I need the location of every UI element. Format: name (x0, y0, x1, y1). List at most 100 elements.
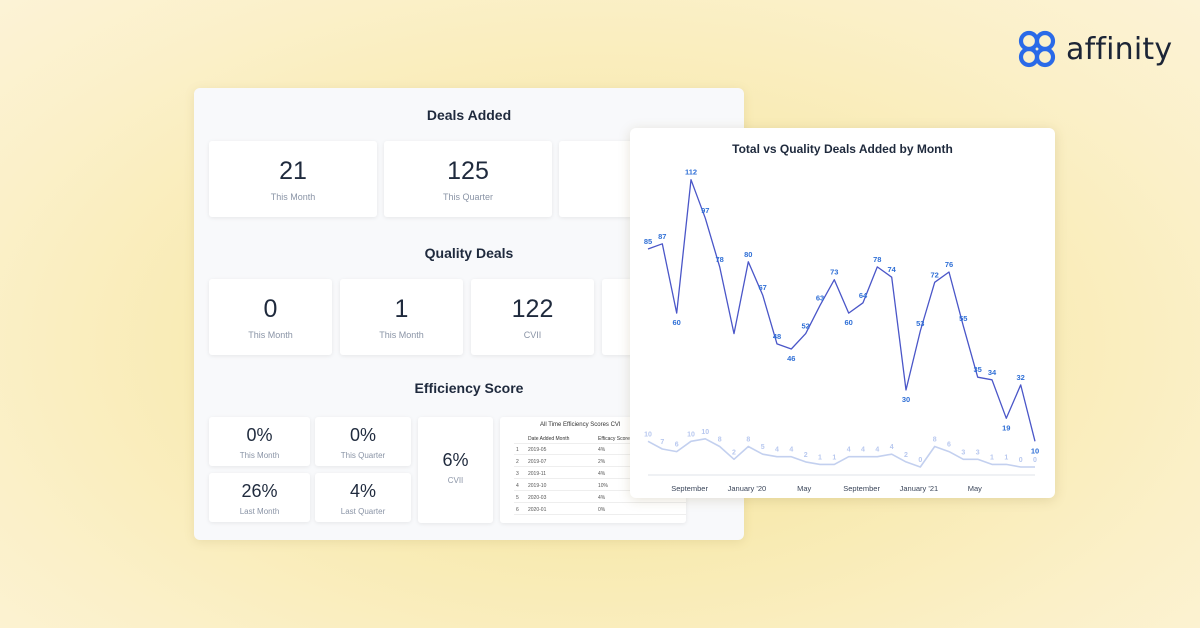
table-cell: 2020-03 (528, 495, 547, 501)
quality-data-label: 8 (933, 437, 937, 444)
total-data-label: 73 (830, 268, 838, 277)
table-cell: 2019-05 (528, 447, 547, 453)
total-data-label: 112 (685, 168, 697, 177)
total-data-label: 10 (1031, 446, 1039, 455)
total-data-label: 60 (845, 318, 853, 327)
table-cell: 2019-07 (528, 459, 547, 465)
quality-data-label: 7 (660, 439, 664, 446)
table-row: 4 2019-10 10% (514, 480, 686, 491)
table-cell: 3 (516, 471, 519, 477)
table-row: 3 2019-11 4% (514, 468, 686, 479)
quality-data-label: 10 (644, 431, 652, 438)
table-row: 2 2019-07 2% (514, 456, 686, 467)
quality-data-label: 3 (976, 449, 980, 456)
total-data-label: 35 (974, 365, 982, 374)
quality-cvii-card[interactable]: 122 CVII (471, 279, 594, 355)
table-cell: 2% (598, 459, 606, 465)
efficiency-this-month-card[interactable]: 0% This Month (209, 417, 310, 466)
table-row: 1 2019-05 4% (514, 444, 686, 455)
x-tick-label: January '20 (728, 484, 767, 493)
x-tick-label: May (797, 484, 811, 493)
deals-this-quarter-card[interactable]: 125 This Quarter (384, 141, 552, 217)
stat-label: This Month (379, 330, 424, 340)
stat-value: 6% (442, 450, 469, 470)
total-data-label: 46 (787, 354, 795, 363)
table-cell: 10% (598, 483, 609, 489)
brand-name: affinity (1066, 31, 1173, 67)
table-title: All Time Efficiency Scores CVI (540, 422, 621, 428)
total-data-label: 87 (658, 232, 666, 241)
stat-label: This Month (270, 192, 316, 202)
total-deals-line (647, 179, 1036, 442)
table-cell: 4% (598, 495, 606, 501)
table-header-cell: Date Added Month (528, 436, 570, 442)
quality-data-label: 1 (818, 454, 822, 461)
efficiency-last-month-card[interactable]: 26% Last Month (209, 473, 310, 522)
quality-data-label: 5 (761, 444, 765, 451)
total-data-label: 78 (873, 255, 881, 264)
quality-data-label: 1 (1004, 454, 1008, 461)
quality-data-label: 4 (875, 447, 879, 454)
stat-value: 122 (511, 295, 554, 323)
quality-data-label: 0 (1019, 457, 1023, 464)
efficiency-last-quarter-card[interactable]: 4% Last Quarter (315, 473, 411, 522)
table-cell: 2019-11 (528, 471, 546, 477)
table-cell: 2019-10 (528, 483, 547, 489)
table-cell: 5 (516, 495, 519, 501)
quality-data-label: 1 (832, 454, 836, 461)
total-data-label: 78 (716, 255, 724, 264)
total-data-label: 34 (988, 368, 997, 377)
total-data-label: 74 (888, 265, 897, 274)
table-row: 5 2020-03 4% (514, 492, 686, 503)
affinity-logo: affinity (1016, 28, 1172, 70)
stat-value: 26% (241, 481, 278, 501)
stat-value: 0% (349, 425, 376, 445)
total-data-label: 97 (701, 206, 709, 215)
stat-value: 0 (263, 295, 278, 323)
quality-data-label: 1 (990, 454, 994, 461)
table-cell: 4% (598, 471, 606, 477)
stat-value: 21 (279, 157, 307, 185)
total-data-label: 76 (945, 260, 953, 269)
total-data-label: 32 (1017, 373, 1025, 382)
quality-data-label: 8 (746, 437, 750, 444)
efficiency-score-title: Efficiency Score (414, 380, 524, 396)
table-cell: 2020-01 (528, 507, 547, 513)
table-cell: 4 (516, 483, 519, 489)
total-data-label: 63 (816, 293, 824, 302)
quality-this-month-card[interactable]: 0 This Month (209, 279, 332, 355)
stat-label: This Quarter (442, 192, 493, 202)
stat-value: 125 (447, 157, 489, 185)
x-tick-label: September (671, 484, 708, 493)
quality-data-label: 2 (904, 452, 908, 459)
table-header-cell: Efficacy Score (598, 436, 630, 442)
deals-this-month-card[interactable]: 21 This Month (209, 141, 377, 217)
affinity-logo-icon (1018, 30, 1056, 68)
total-data-label: 30 (902, 395, 910, 404)
table-cell: 1 (516, 447, 519, 453)
quality-data-label: 8 (718, 437, 722, 444)
efficiency-cvii-card[interactable]: 6% CVII (418, 417, 493, 523)
stat-value: 4% (349, 481, 376, 501)
total-data-label: 52 (802, 322, 810, 331)
stat-label: This Month (248, 330, 293, 340)
total-data-label: 67 (759, 283, 767, 292)
total-data-label: 80 (744, 250, 752, 259)
deals-added-title: Deals Added (426, 107, 512, 123)
table-cell: 0% (598, 507, 606, 513)
x-tick-label: May (968, 484, 982, 493)
total-data-label: 85 (644, 237, 652, 246)
total-data-label: 72 (931, 270, 939, 279)
quality-data-label: 10 (701, 429, 709, 436)
stat-label: CVII (523, 330, 542, 340)
total-data-label: 60 (673, 318, 681, 327)
stat-label: Last Month (239, 507, 280, 516)
quality-second-card[interactable]: 1 This Month (340, 279, 463, 355)
table-row: 6 2020-01 0% (514, 504, 686, 515)
quality-data-label: 4 (789, 447, 793, 454)
efficiency-this-quarter-card[interactable]: 0% This Quarter (315, 417, 411, 466)
stat-value: 0% (246, 425, 273, 445)
stat-label: This Month (239, 451, 280, 460)
total-data-label: 64 (859, 291, 868, 300)
total-data-label: 53 (916, 319, 924, 328)
